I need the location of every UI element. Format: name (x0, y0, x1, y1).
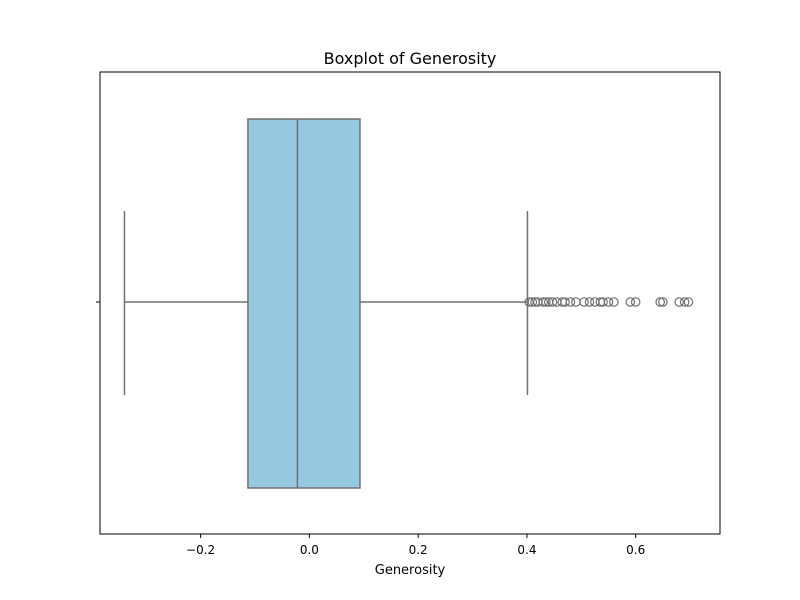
chart-title: Boxplot of Generosity (324, 49, 497, 68)
outlier-point (630, 297, 641, 307)
x-axis-label: Generosity (375, 563, 446, 578)
outlier-point (674, 297, 685, 307)
outlier-point (560, 297, 570, 307)
outlier-point (584, 297, 595, 307)
plot-frame (99, 71, 721, 535)
outlier-point (538, 297, 549, 307)
x-tick-label: 0.4 (517, 543, 536, 557)
x-tick-label: 0.2 (409, 543, 428, 557)
outlier-point (658, 297, 668, 307)
x-tick-label: 0.6 (626, 543, 645, 557)
outlier-point (541, 297, 551, 307)
outlier-point (625, 297, 636, 307)
outlier-point (527, 297, 538, 307)
x-tick-label: 0.0 (300, 543, 319, 557)
outlier-point (565, 297, 576, 307)
outlier-point (603, 297, 614, 307)
outlier-point (679, 297, 690, 307)
x-tick-label: −0.2 (186, 543, 215, 557)
outlier-point (547, 297, 558, 307)
outlier-point (683, 297, 694, 307)
outlier-point (609, 297, 619, 307)
x-axis-ticks: −0.2 0.0 0.2 0.4 0.6 (186, 534, 645, 557)
outlier-point (579, 297, 589, 307)
box-layer (123, 118, 529, 489)
outlier-point (655, 297, 665, 307)
outlier-layer (524, 297, 694, 307)
outlier-point (598, 297, 608, 307)
iqr-box (247, 118, 361, 489)
